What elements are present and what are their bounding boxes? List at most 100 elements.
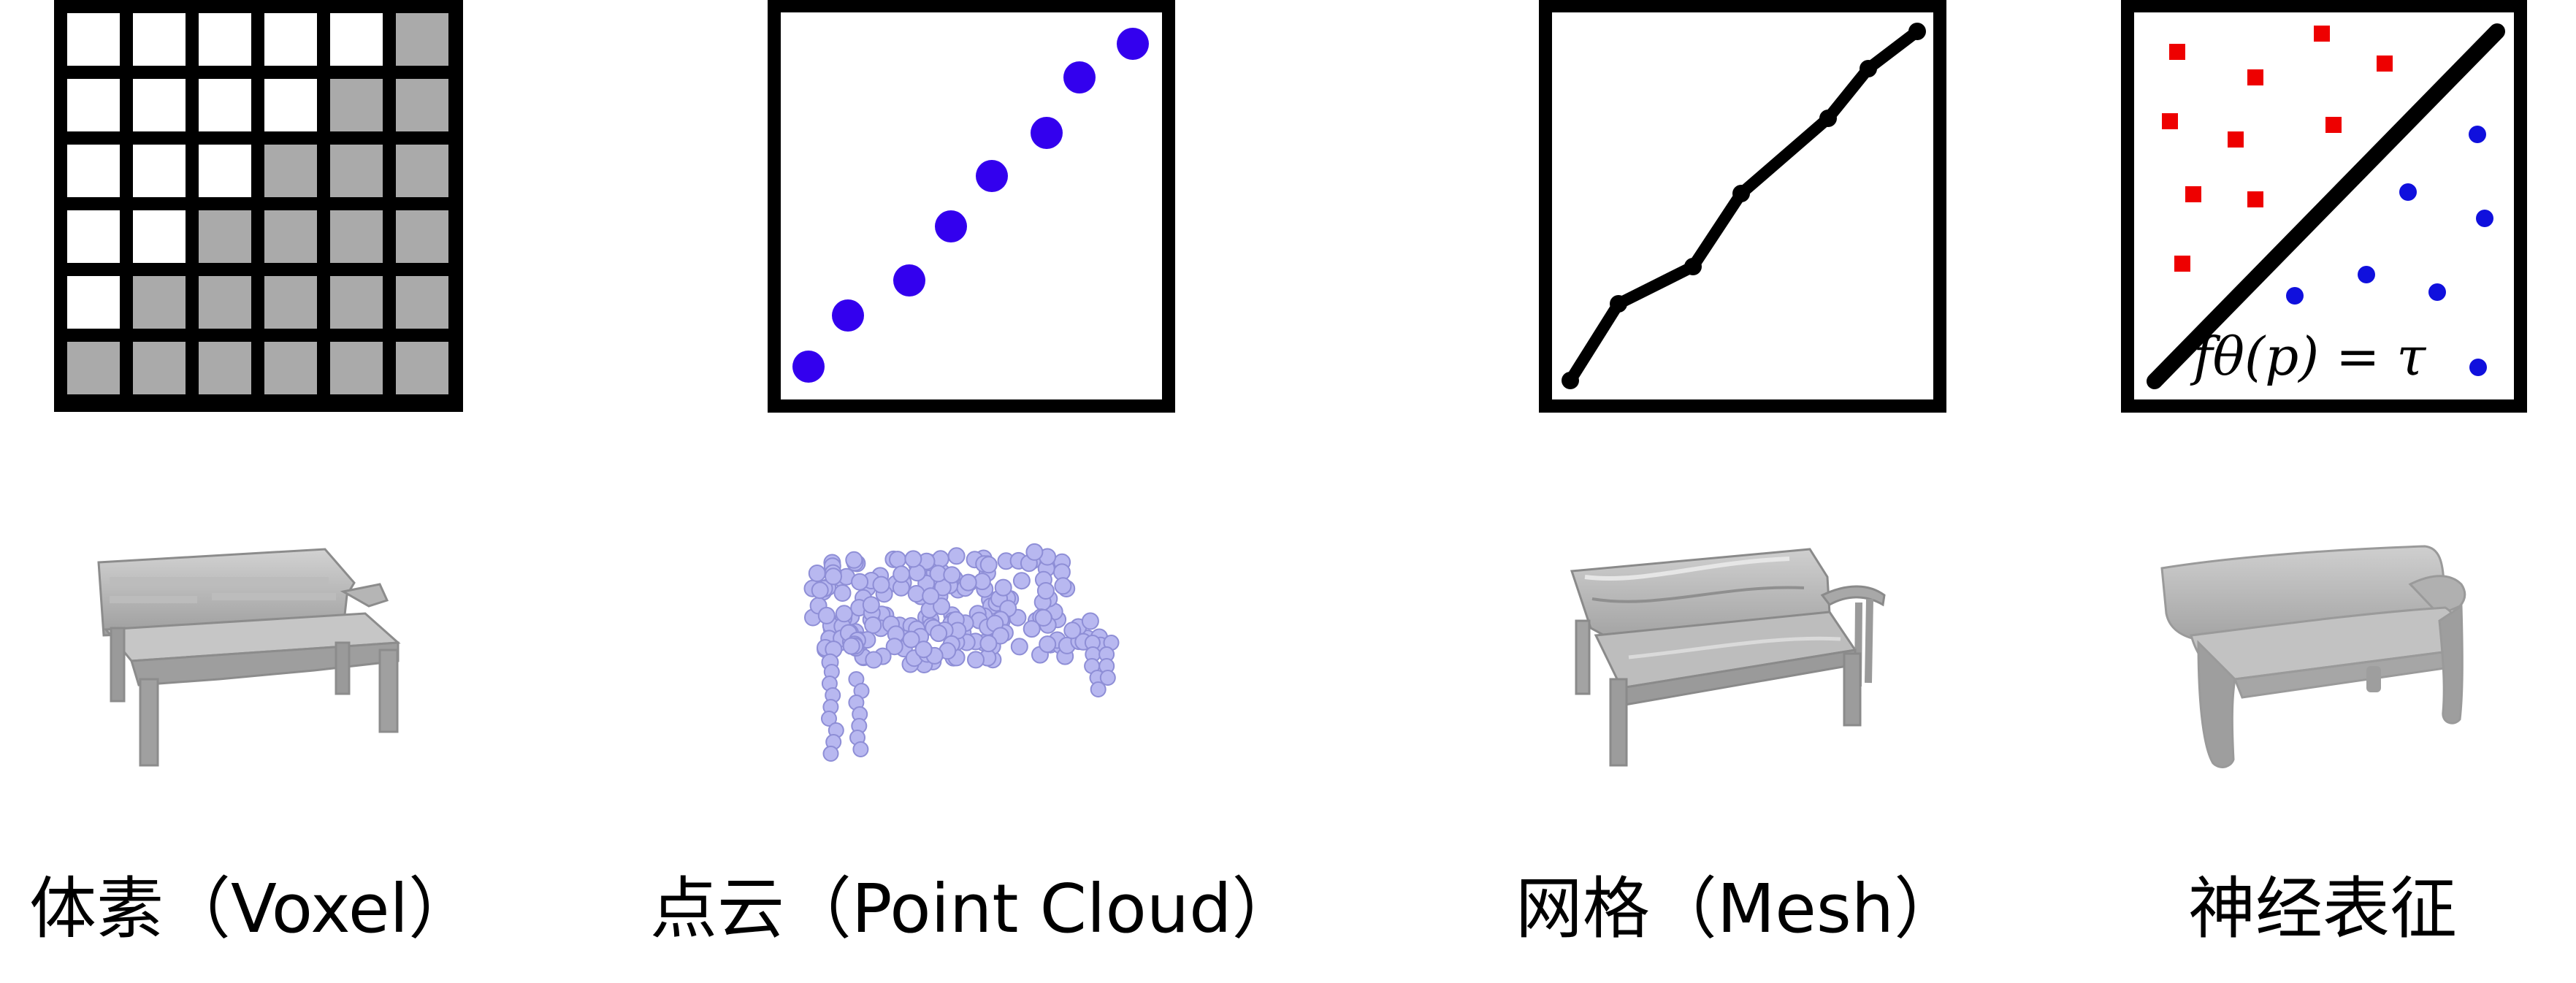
blue-dot: [2358, 266, 2375, 283]
cloud-sphere: [979, 556, 998, 574]
voxel-empty-cell: [67, 13, 120, 66]
vertex: [1732, 185, 1750, 202]
cloud-sphere: [817, 606, 836, 624]
cloud-sphere: [851, 573, 869, 591]
red-square: [2174, 256, 2190, 272]
cloud-sphere: [994, 578, 1012, 597]
voxel-empty-cell: [67, 79, 120, 131]
vertex: [1819, 110, 1837, 127]
voxel-filled-cell: [264, 210, 317, 263]
diagonal-points-icon: [792, 28, 1149, 383]
blue-dot: [2428, 283, 2446, 301]
voxel-empty-cell: [199, 13, 251, 66]
vertex: [1562, 372, 1579, 389]
mesh-vertices: [1562, 23, 1926, 389]
red-square: [2247, 191, 2263, 207]
red-square: [2377, 56, 2393, 72]
voxel-filled-cell: [396, 79, 448, 131]
cloud-sphere: [885, 638, 903, 656]
red-square: [2169, 44, 2185, 60]
voxel-empty-cell: [264, 13, 317, 66]
cloud-sphere: [1025, 543, 1044, 561]
caption-mesh: 网格（Mesh）: [1515, 870, 1962, 948]
voxel-filled-cell: [330, 210, 383, 263]
cloud-sphere: [1012, 572, 1031, 590]
cloud-sphere: [889, 551, 906, 569]
blue-class-points: [2286, 126, 2493, 376]
point-sequence-diagram: [768, 0, 1175, 413]
cloud-sphere: [1039, 635, 1057, 654]
point: [1117, 28, 1149, 60]
blue-dot: [2399, 183, 2417, 201]
cloud-sphere: [872, 575, 890, 594]
red-square: [2185, 186, 2201, 202]
voxel-filled-cell: [67, 342, 120, 394]
voxel-filled-cell: [264, 276, 317, 329]
voxel-empty-cell: [67, 145, 120, 197]
cloud-sphere: [947, 547, 966, 565]
cloud-sphere: [1063, 621, 1082, 640]
cloud-sphere: [1099, 670, 1116, 686]
cloud-sphere: [1081, 612, 1099, 630]
cloud-sphere: [922, 587, 940, 605]
voxel-cells: [67, 13, 448, 394]
point: [1063, 61, 1096, 93]
point: [976, 160, 1008, 192]
red-class-points: [2162, 26, 2393, 272]
cloud-sphere: [852, 741, 869, 757]
cloud-sphere: [1023, 620, 1041, 638]
voxel-grid-background: [54, 0, 463, 412]
cloud-sphere: [842, 637, 860, 655]
voxel-bench-render: [97, 548, 401, 767]
mesh-bench-render: [1570, 548, 1886, 767]
cloud-sphere: [835, 605, 853, 623]
cloud-sphere: [943, 566, 961, 584]
cloud-sphere: [914, 640, 933, 659]
point: [893, 264, 925, 297]
voxel-empty-cell: [67, 276, 120, 329]
vertex: [1684, 258, 1702, 275]
cloud-sphere: [821, 711, 837, 727]
cloud-sphere: [822, 746, 839, 762]
cloud-sphere: [825, 567, 842, 586]
point-cloud-bench-render: [803, 543, 1120, 762]
voxel-filled-cell: [199, 276, 251, 329]
voxel-filled-cell: [330, 342, 383, 394]
voxel-filled-cell: [199, 210, 251, 263]
voxel-filled-cell: [396, 145, 448, 197]
vertex: [1860, 60, 1877, 77]
cloud-sphere: [1090, 681, 1107, 697]
voxel-filled-cell: [330, 145, 383, 197]
cloud-sphere: [1036, 582, 1055, 600]
voxel-grid-diagram: [54, 0, 463, 412]
cloud-sphere: [862, 596, 880, 614]
mesh-polyline-diagram: [1539, 0, 1946, 413]
cloud-sphere: [931, 550, 949, 568]
caption-voxel: 体素（Voxel）: [29, 870, 476, 948]
cloud-sphere: [930, 624, 948, 643]
red-square: [2314, 26, 2330, 42]
voxel-filled-cell: [396, 210, 448, 263]
cloud-sphere: [893, 565, 911, 584]
neural-formula: fθ(p) = τ: [2190, 326, 2426, 387]
vertex: [1610, 295, 1627, 313]
caption-neural: 神经表征: [2187, 870, 2457, 948]
voxel-filled-cell: [330, 79, 383, 131]
cloud-sphere: [902, 630, 920, 649]
blue-dot: [2476, 210, 2493, 227]
cloud-sphere: [933, 597, 951, 616]
vertex: [1908, 23, 1926, 40]
blue-dot: [2469, 126, 2486, 143]
cloud-sphere: [833, 584, 852, 602]
cloud-sphere: [1034, 608, 1052, 627]
voxel-empty-cell: [199, 145, 251, 197]
red-square: [2247, 69, 2263, 85]
cloud-sphere: [1054, 577, 1072, 595]
cloud-sphere: [1010, 638, 1028, 656]
voxel-filled-cell: [264, 342, 317, 394]
voxel-filled-cell: [396, 13, 448, 66]
voxel-filled-cell: [133, 342, 186, 394]
voxel-empty-cell: [199, 79, 251, 131]
caption-point-cloud: 点云（Point Cloud）: [650, 870, 1299, 948]
